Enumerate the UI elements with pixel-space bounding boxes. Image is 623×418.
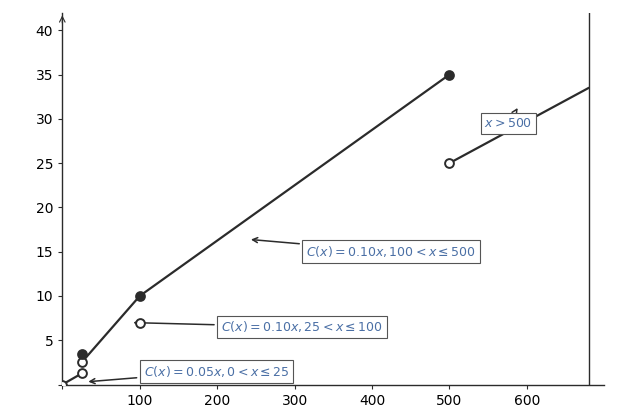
Point — [444, 160, 454, 166]
Point — [77, 350, 87, 357]
Point — [57, 381, 67, 388]
Point — [444, 71, 454, 78]
Text: $x > 500$: $x > 500$ — [484, 110, 533, 130]
Point — [77, 359, 87, 366]
Point — [135, 293, 145, 299]
Text: $C(x) = 0.05x, 0 < x \leq 25$: $C(x) = 0.05x, 0 < x \leq 25$ — [90, 364, 289, 384]
Point — [77, 370, 87, 377]
Text: $C(x) = 0.10x, 100 < x \leq 500$: $C(x) = 0.10x, 100 < x \leq 500$ — [252, 237, 476, 259]
Text: $C(x) = 0.10x, 25 < x \leq 100$: $C(x) = 0.10x, 25 < x \leq 100$ — [135, 319, 383, 334]
Point — [135, 319, 145, 326]
